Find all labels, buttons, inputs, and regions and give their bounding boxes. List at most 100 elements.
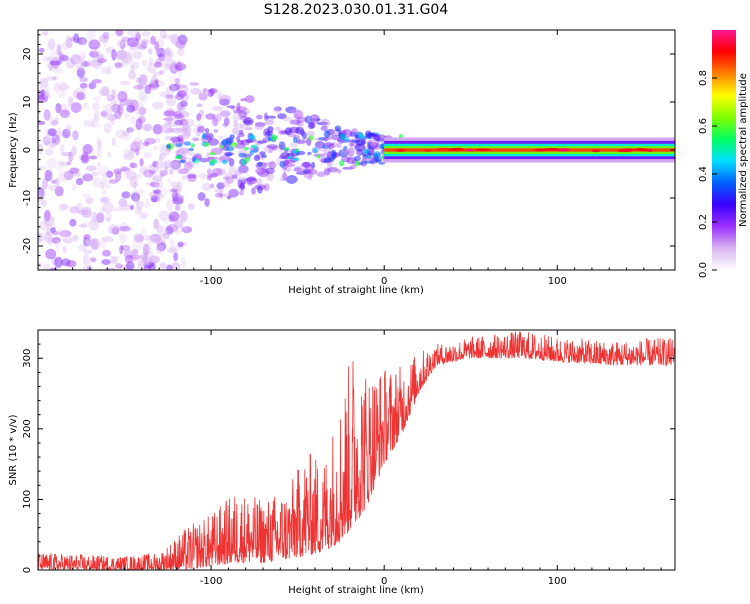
transition-blob xyxy=(327,167,339,173)
transition-blob xyxy=(273,106,280,114)
transition-blob xyxy=(186,161,196,168)
transition-blob xyxy=(192,137,200,142)
transition-blob xyxy=(224,173,234,181)
noise-blob xyxy=(119,233,127,244)
snr-y-tick-label: 100 xyxy=(22,490,33,509)
noise-blob xyxy=(78,155,85,160)
noise-blob xyxy=(40,80,47,85)
noise-blob xyxy=(38,261,42,270)
noise-blob xyxy=(116,49,128,61)
noise-blob xyxy=(146,62,157,74)
noise-blob xyxy=(90,118,96,128)
noise-blob xyxy=(115,30,124,37)
noise-blob xyxy=(97,161,102,168)
transition-blob xyxy=(373,151,381,159)
coherent-band-peak xyxy=(451,147,465,151)
noise-blob xyxy=(155,162,167,169)
transition-blob xyxy=(182,118,195,128)
noise-blob xyxy=(150,254,160,260)
noise-blob xyxy=(76,67,85,79)
noise-blob xyxy=(46,76,53,81)
transition-blob xyxy=(242,119,253,124)
noise-blob xyxy=(151,196,161,203)
transition-blob xyxy=(284,127,293,136)
snr-y-tick-label: 0 xyxy=(22,567,33,573)
noise-blob xyxy=(70,54,82,65)
transition-blob xyxy=(316,121,328,126)
noise-blob xyxy=(120,133,132,141)
noise-blob xyxy=(174,77,180,83)
transition-blob-strong xyxy=(204,142,210,147)
noise-blob xyxy=(136,77,142,84)
noise-blob xyxy=(50,120,59,126)
transition-blob xyxy=(169,83,180,92)
noise-blob xyxy=(109,101,116,111)
noise-blob xyxy=(120,51,132,63)
noise-blob xyxy=(133,84,145,90)
noise-blob xyxy=(157,156,164,169)
transition-blob xyxy=(219,155,231,163)
noise-blob xyxy=(135,118,143,131)
noise-blob xyxy=(124,112,130,119)
noise-blob xyxy=(165,86,175,98)
noise-blob xyxy=(172,197,184,205)
noise-blob xyxy=(44,169,53,182)
noise-blob xyxy=(176,47,185,57)
noise-blob xyxy=(134,205,141,216)
noise-blob xyxy=(181,226,193,234)
noise-blob xyxy=(38,121,46,125)
transition-blob xyxy=(216,113,222,122)
transition-blob xyxy=(240,182,245,192)
noise-blob xyxy=(165,226,174,235)
transition-blob xyxy=(238,164,249,174)
colorbar: 0.0 0.2 0.4 0.6 0.8 Normalized spectral ampl… xyxy=(698,30,749,278)
transition-blob xyxy=(197,192,206,201)
noise-blob xyxy=(178,85,189,94)
noise-blob xyxy=(137,254,147,267)
transition-blob-strong xyxy=(339,160,345,167)
colorbar-gradient xyxy=(712,30,736,270)
noise-blob xyxy=(138,140,144,146)
noise-blob xyxy=(78,223,88,228)
transition-blob xyxy=(182,156,192,166)
transition-blob-strong xyxy=(249,150,254,156)
noise-blob xyxy=(145,181,157,187)
noise-blob xyxy=(131,60,140,70)
noise-blob xyxy=(120,222,128,231)
noise-blob xyxy=(65,38,73,49)
noise-blob xyxy=(51,141,56,148)
noise-blob xyxy=(54,82,60,94)
noise-blob xyxy=(154,137,161,144)
transition-blob xyxy=(170,188,179,193)
noise-blob xyxy=(47,56,52,61)
noise-blob xyxy=(83,119,93,127)
transition-blob xyxy=(283,163,296,167)
transition-blob xyxy=(230,106,236,110)
noise-blob xyxy=(62,245,67,254)
noise-blob xyxy=(59,230,72,238)
noise-blob xyxy=(78,50,87,60)
transition-blob xyxy=(187,151,196,156)
transition-blob-strong xyxy=(229,134,235,140)
transition-blob xyxy=(307,116,318,123)
noise-blob xyxy=(89,155,98,160)
transition-blob xyxy=(264,119,275,126)
noise-blob xyxy=(52,231,60,236)
noise-blob xyxy=(114,62,124,67)
noise-blob xyxy=(156,242,167,252)
noise-blob xyxy=(68,151,73,158)
transition-blob xyxy=(278,141,286,151)
noise-blob xyxy=(176,180,183,192)
transition-blob xyxy=(342,166,354,170)
transition-blob xyxy=(183,162,193,171)
noise-blob xyxy=(170,34,179,44)
noise-blob xyxy=(41,31,49,36)
transition-blob xyxy=(237,139,245,145)
noise-blob xyxy=(109,115,115,126)
noise-blob xyxy=(171,40,182,46)
noise-blob xyxy=(45,148,54,156)
noise-blob xyxy=(108,255,114,266)
transition-blob xyxy=(374,159,383,163)
colorbar-ticks: 0.0 0.2 0.4 0.6 0.8 xyxy=(698,70,717,278)
